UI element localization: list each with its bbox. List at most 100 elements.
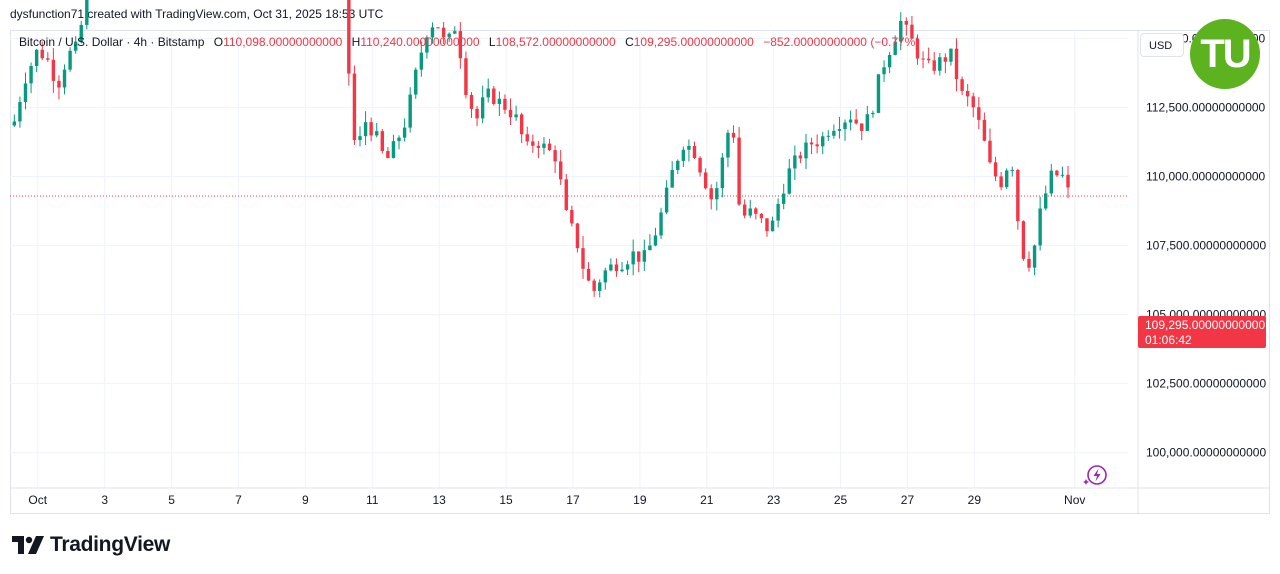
candle-body bbox=[843, 122, 847, 130]
candle-body bbox=[748, 208, 752, 216]
candle-body bbox=[982, 119, 987, 141]
x-axis: Oct 3 5 7 9 11 13 15 17 19 21 23 25 27 29 Nov bbox=[10, 487, 1270, 507]
candle-body bbox=[458, 31, 463, 59]
candle-body bbox=[536, 145, 541, 148]
candle-body bbox=[464, 58, 468, 95]
candle-body bbox=[876, 74, 881, 113]
candle-body bbox=[798, 155, 803, 159]
candle-body bbox=[358, 136, 362, 141]
candle-body bbox=[598, 282, 602, 291]
candle-body bbox=[1016, 169, 1020, 222]
candle-body bbox=[408, 94, 412, 128]
last-price-label: 109,295.00000000000 01:06:42 bbox=[1138, 316, 1266, 348]
candle-body bbox=[804, 142, 808, 159]
candle-body bbox=[68, 50, 72, 70]
candle-body bbox=[553, 150, 557, 162]
candle-body bbox=[23, 83, 28, 102]
candle-body bbox=[681, 149, 686, 161]
candle-body bbox=[391, 141, 396, 159]
candle-body bbox=[715, 188, 719, 200]
candle-body bbox=[40, 49, 44, 59]
high-key: H bbox=[351, 35, 361, 49]
x-tick-label: 9 bbox=[302, 493, 309, 507]
candle-body bbox=[993, 162, 998, 177]
candle-body bbox=[12, 121, 17, 126]
candle-body bbox=[726, 132, 730, 158]
candle-body bbox=[581, 248, 585, 269]
candle-body bbox=[938, 57, 942, 71]
grid-layer bbox=[10, 31, 1128, 488]
candle-body bbox=[893, 41, 897, 56]
candle-body bbox=[575, 223, 580, 249]
candle-body bbox=[865, 114, 870, 131]
x-tick-label: Nov bbox=[1064, 493, 1085, 507]
candle-body bbox=[620, 269, 624, 272]
candle-body bbox=[614, 264, 619, 272]
y-tick-label: 112,500.00000000000 bbox=[1146, 101, 1266, 115]
candle-body bbox=[653, 235, 658, 246]
candle-body bbox=[51, 59, 56, 81]
y-tick-label: 102,500.00000000000 bbox=[1146, 377, 1266, 391]
candle-body bbox=[709, 188, 713, 200]
candle-body bbox=[1049, 170, 1053, 194]
candle-body bbox=[971, 96, 975, 108]
candle-body bbox=[887, 55, 892, 68]
candle-body bbox=[347, 0, 351, 74]
close-key: C bbox=[625, 35, 634, 49]
candle-body bbox=[837, 129, 842, 131]
candle-body bbox=[1027, 258, 1031, 268]
candle-body bbox=[1004, 170, 1009, 188]
ohlc-legend: Bitcoin / U.S. Dollar · 4h · Bitstamp O1… bbox=[19, 35, 919, 49]
candle-body bbox=[570, 209, 574, 224]
candle-body bbox=[380, 131, 384, 152]
candle-body bbox=[436, 27, 440, 29]
candle-body bbox=[1044, 193, 1048, 209]
candle-body bbox=[531, 141, 535, 146]
candle-body bbox=[899, 21, 903, 42]
candle-body bbox=[781, 193, 786, 204]
candle-body bbox=[73, 41, 78, 51]
candle-body bbox=[79, 24, 83, 42]
candle-body bbox=[497, 98, 502, 104]
candle-body bbox=[648, 245, 652, 251]
candle-body bbox=[787, 168, 791, 194]
candle-body bbox=[815, 144, 819, 147]
candle-body bbox=[731, 132, 736, 138]
last-price-value: 109,295.00000000000 bbox=[1145, 318, 1266, 332]
lightning-icon[interactable] bbox=[1083, 462, 1109, 488]
candle-body bbox=[943, 57, 948, 62]
candle-body bbox=[670, 169, 674, 188]
high-value: 110,240.00000000000 bbox=[360, 35, 480, 49]
candle-body bbox=[926, 58, 931, 61]
candle-body bbox=[759, 213, 764, 219]
currency-selector[interactable]: USD bbox=[1140, 33, 1184, 57]
x-tick-label: 25 bbox=[834, 493, 848, 507]
candle-body bbox=[949, 48, 953, 62]
candle-body bbox=[915, 38, 920, 59]
x-tick-label: 21 bbox=[700, 493, 714, 507]
x-tick-label: 17 bbox=[566, 493, 580, 507]
candle-body bbox=[486, 88, 490, 98]
candle-body bbox=[988, 140, 992, 163]
candle-body bbox=[1055, 170, 1059, 176]
candle-body bbox=[469, 94, 474, 109]
candle-body bbox=[765, 218, 769, 232]
tradingview-brand[interactable]: TradingView bbox=[12, 533, 170, 557]
candle-body bbox=[1032, 245, 1037, 268]
candle-body bbox=[965, 90, 970, 97]
candle-body bbox=[419, 52, 424, 70]
candle-body bbox=[848, 119, 853, 123]
x-tick-label: 15 bbox=[499, 493, 513, 507]
x-tick-label: 5 bbox=[168, 493, 175, 507]
candle-body bbox=[603, 270, 607, 283]
candle-body bbox=[954, 48, 959, 80]
candle-body bbox=[85, 0, 89, 25]
candle-body bbox=[921, 58, 925, 60]
candle-body bbox=[631, 251, 635, 265]
candle-body bbox=[62, 69, 67, 88]
symbol-label[interactable]: Bitcoin / U.S. Dollar · 4h · Bitstamp bbox=[19, 35, 205, 49]
candle-body bbox=[659, 212, 663, 236]
candle-body bbox=[475, 108, 479, 119]
candle-body bbox=[514, 114, 518, 118]
